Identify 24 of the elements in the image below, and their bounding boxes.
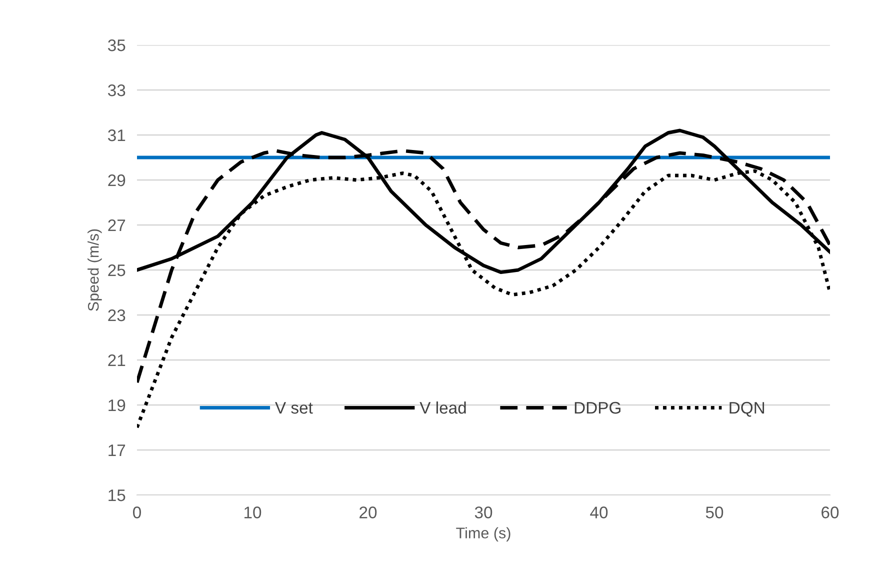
x-tick-label: 50	[706, 506, 724, 518]
x-tick-label: 40	[590, 506, 608, 518]
y-tick-label: 33	[108, 84, 126, 96]
y-tick-label: 35	[108, 39, 126, 52]
legend-label: V set	[275, 402, 313, 414]
y-tick-label: 31	[108, 129, 126, 142]
legend-label: DQN	[730, 402, 764, 417]
x-axis-title: Time (s)	[456, 527, 510, 542]
y-tick-label: 25	[108, 264, 126, 276]
legend-label: DDPG	[574, 402, 620, 414]
y-tick-label: 19	[108, 399, 126, 412]
x-tick-label: 30	[474, 506, 492, 518]
x-tick-label: 20	[360, 506, 377, 518]
legend-label: V lead	[420, 401, 466, 414]
y-axis-title: Speed (m/s)	[88, 229, 102, 311]
x-tick-label: 10	[244, 506, 262, 518]
y-tick-label: 23	[108, 309, 126, 322]
y-tick-label: 15	[108, 490, 126, 502]
y-tick-label: 27	[108, 219, 126, 232]
y-tick-label: 29	[108, 174, 126, 186]
y-tick-label: 21	[108, 354, 126, 366]
y-tick-label: 17	[108, 444, 126, 456]
x-tick-label: 0	[133, 506, 141, 518]
x-tick-label: 60	[822, 506, 839, 518]
